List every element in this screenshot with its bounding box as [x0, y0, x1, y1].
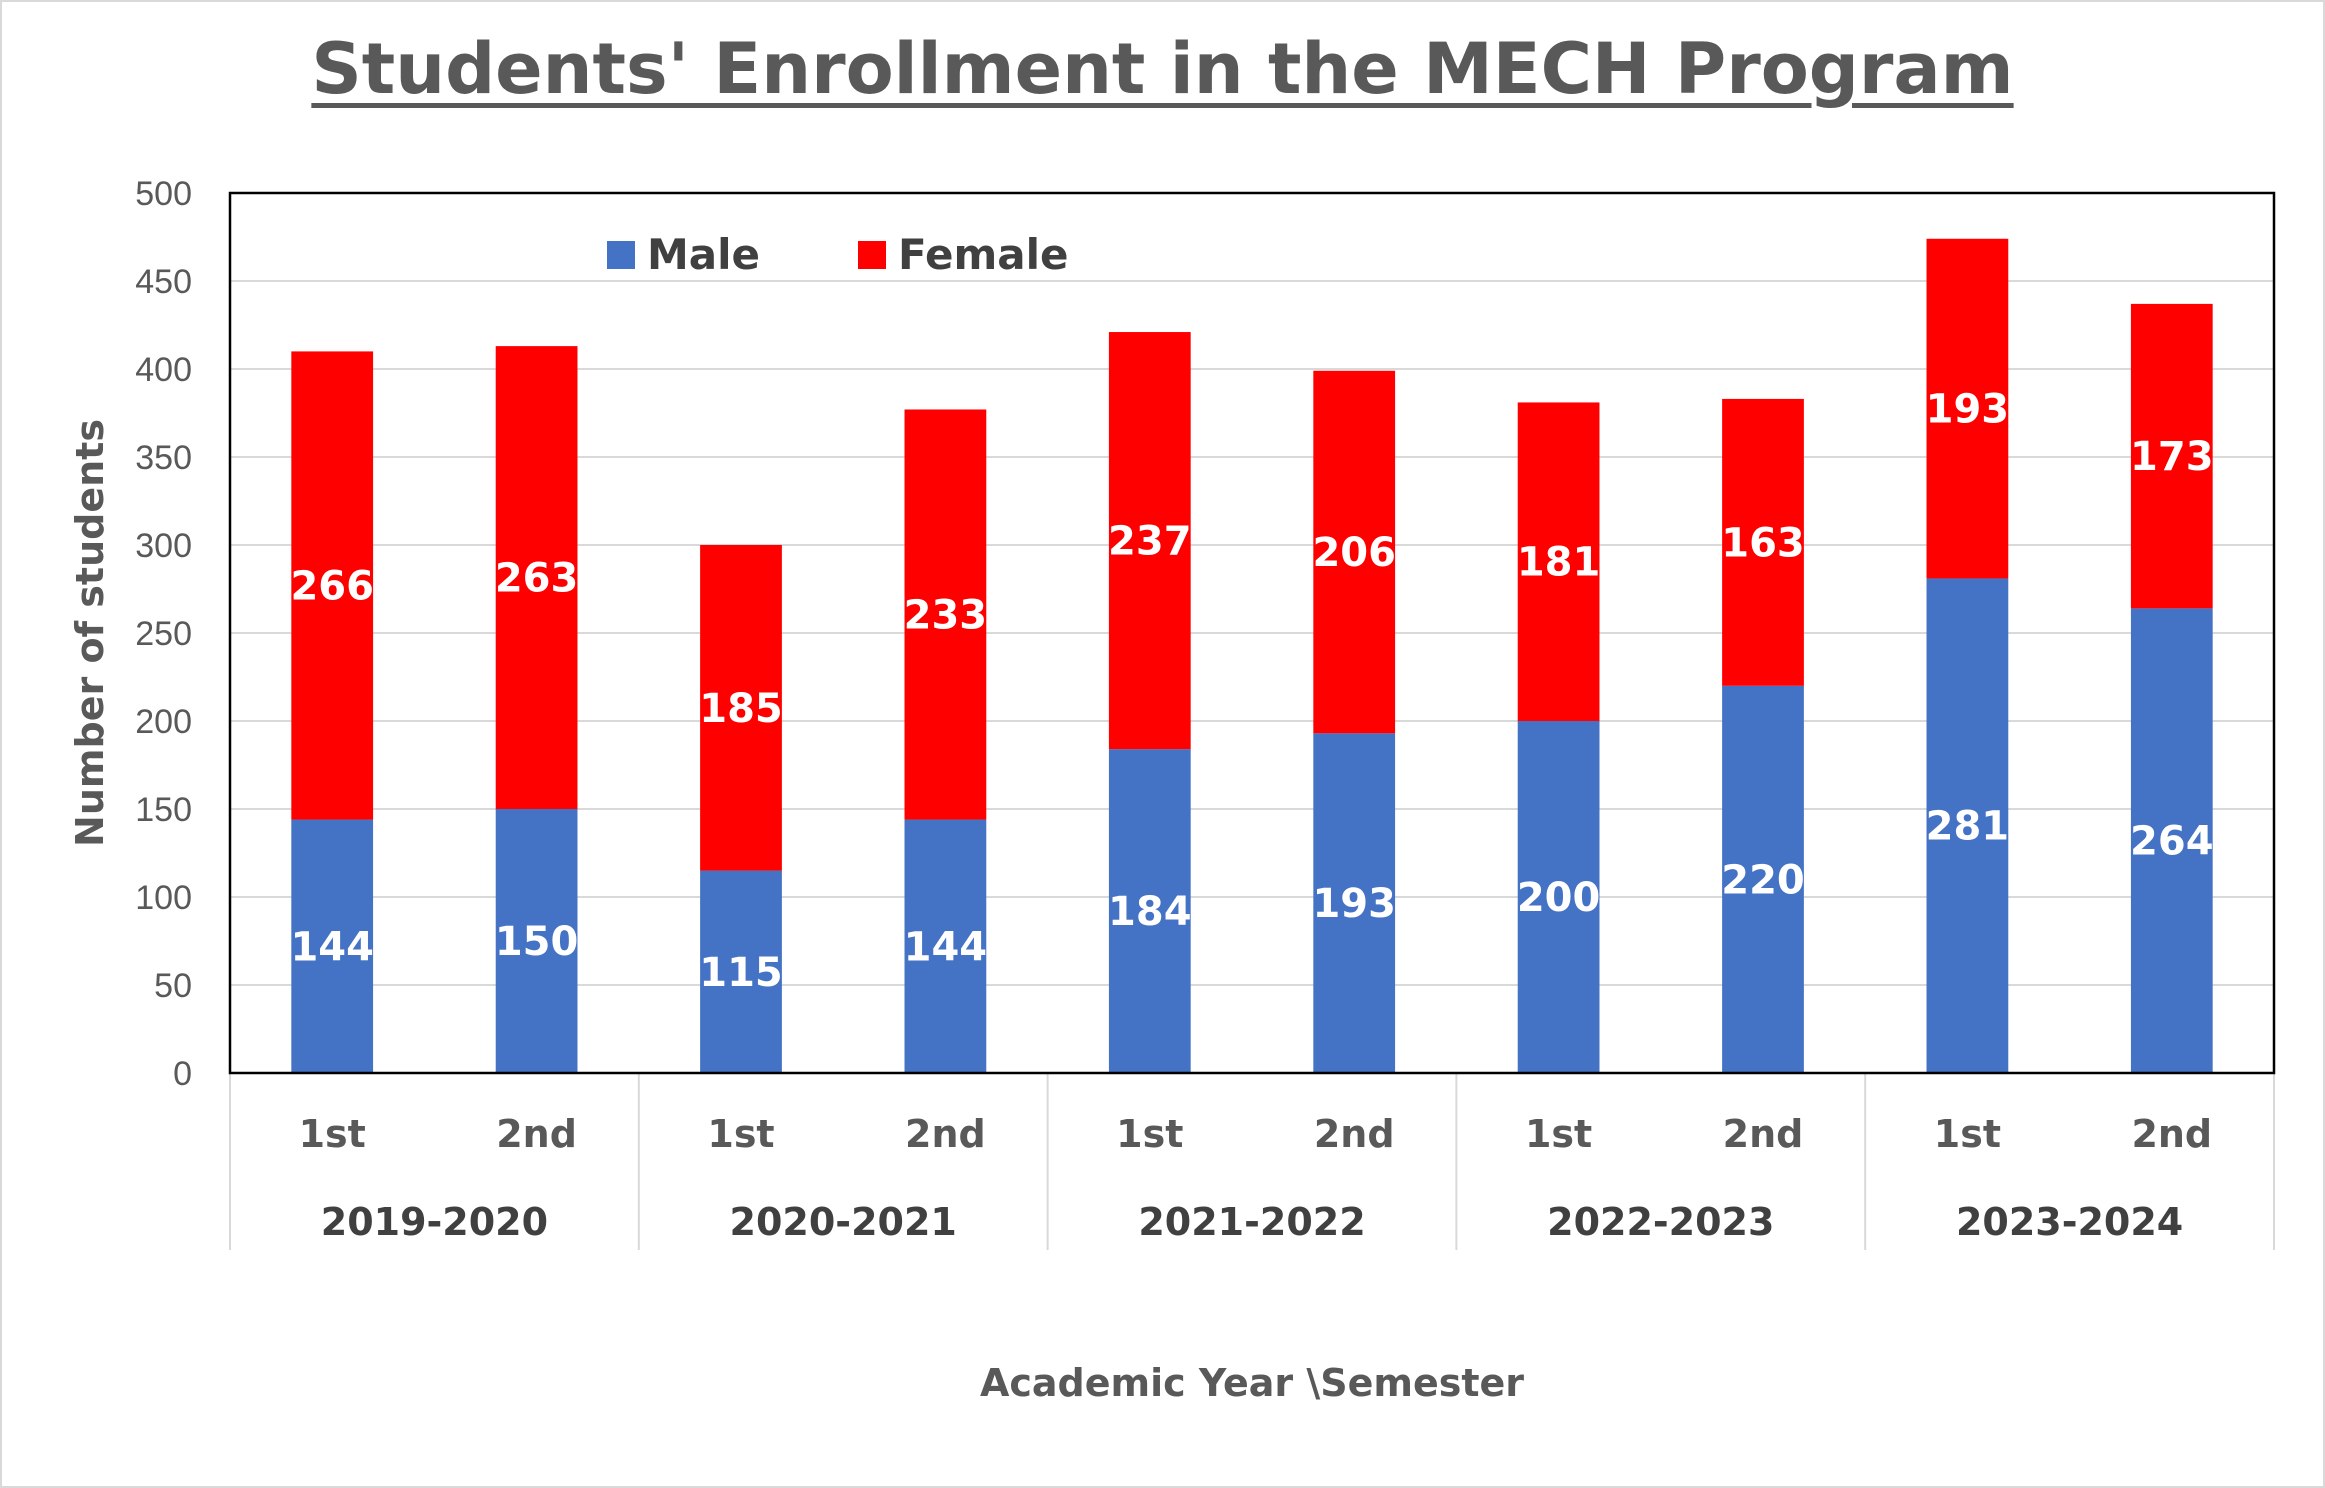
y-tick-label: 350	[135, 439, 192, 477]
bar-female	[1926, 238, 2009, 579]
bar-male	[904, 819, 987, 1073]
bar-female	[1108, 332, 1191, 750]
bar-male	[1722, 685, 1804, 1073]
bar-male	[1313, 733, 1396, 1073]
bar-female	[495, 346, 578, 809]
y-tick-label: 50	[154, 967, 192, 1005]
y-tick-label: 250	[135, 615, 192, 653]
x-category-label: 2nd	[905, 1112, 986, 1156]
bar-male	[1926, 578, 2009, 1073]
data-label-male: 144	[290, 924, 374, 970]
bar-female	[904, 409, 987, 820]
y-tick-label: 400	[135, 351, 192, 389]
y-tick-label: 0	[173, 1055, 192, 1093]
data-label-female: 163	[1721, 520, 1805, 566]
bar-female	[1722, 398, 1804, 686]
data-label-female: 193	[1926, 387, 2010, 433]
bar-female	[1313, 370, 1396, 734]
x-category-label: 1st	[1525, 1112, 1592, 1156]
bar-female	[2130, 303, 2213, 609]
x-category-label: 1st	[707, 1112, 774, 1156]
data-label-male: 220	[1721, 857, 1805, 903]
data-label-female: 185	[699, 686, 783, 732]
y-axis-ticks: 0 50 100 150 200 250 300 350 400 450 500	[135, 175, 192, 1093]
data-label-female: 233	[904, 593, 988, 639]
bar-male	[700, 870, 782, 1073]
data-label-male: 193	[1312, 881, 1396, 927]
data-label-female: 263	[495, 556, 579, 602]
x-category-label: 1st	[299, 1112, 366, 1156]
x-category-label: 2nd	[496, 1112, 577, 1156]
bar-female	[700, 545, 782, 871]
data-label-male: 115	[699, 950, 783, 996]
data-label-male: 150	[495, 919, 579, 965]
y-tick-label: 100	[135, 879, 192, 917]
data-label-female: 173	[2130, 434, 2214, 480]
data-label-female: 266	[290, 563, 374, 609]
data-label-male: 184	[1108, 889, 1192, 935]
bar-male	[1108, 749, 1191, 1073]
bar-male	[291, 819, 374, 1073]
legend: Male Female	[607, 230, 1068, 279]
x-category-label: 1st	[1934, 1112, 2001, 1156]
data-label-female: 206	[1312, 530, 1396, 576]
data-label-male: 281	[1926, 804, 2010, 850]
legend-swatch-male	[607, 241, 635, 269]
bar-male	[1517, 721, 1600, 1073]
x-group-label: 2022-2023	[1547, 1200, 1774, 1244]
bar-male	[495, 809, 578, 1073]
bars	[291, 238, 2213, 1073]
x-axis-label: Academic Year \Semester	[980, 1361, 1524, 1405]
x-group-label: 2021-2022	[1138, 1200, 1365, 1244]
chart-title: Students' Enrollment in the MECH Program	[311, 28, 2014, 110]
x-group-label: 2020-2021	[730, 1200, 957, 1244]
data-label-male: 144	[904, 924, 988, 970]
data-labels: 144 266 150 263 115 185 144 233 184 237 193 206 200 1…	[290, 387, 2213, 996]
x-category-label: 2nd	[1723, 1112, 1804, 1156]
bar-male	[2130, 608, 2213, 1073]
legend-label-male: Male	[647, 230, 760, 279]
x-group-label: 2023-2024	[1956, 1200, 2183, 1244]
y-tick-label: 500	[135, 175, 192, 213]
x-category-label: 1st	[1116, 1112, 1183, 1156]
x-category-label: 2nd	[2131, 1112, 2212, 1156]
plot-area-border	[228, 191, 2276, 1075]
legend-swatch-female	[858, 241, 886, 269]
y-axis-label: Number of students	[68, 419, 112, 847]
data-label-female: 237	[1108, 519, 1192, 565]
bar-female	[1517, 402, 1600, 721]
data-label-male: 200	[1517, 875, 1601, 921]
y-tick-label: 200	[135, 703, 192, 741]
legend-label-female: Female	[898, 230, 1068, 279]
y-tick-label: 300	[135, 527, 192, 565]
x-group-label: 2019-2020	[321, 1200, 548, 1244]
bar-female	[291, 351, 374, 820]
x-axis: 1st 2nd 2019-2020 1st 2nd 2020-2021 1st 2nd 2021…	[229, 1073, 2275, 1250]
x-category-label: 2nd	[1314, 1112, 1395, 1156]
data-label-female: 181	[1517, 540, 1601, 586]
data-label-male: 264	[2130, 819, 2214, 865]
y-tick-label: 450	[135, 263, 192, 301]
y-tick-label: 150	[135, 791, 192, 829]
